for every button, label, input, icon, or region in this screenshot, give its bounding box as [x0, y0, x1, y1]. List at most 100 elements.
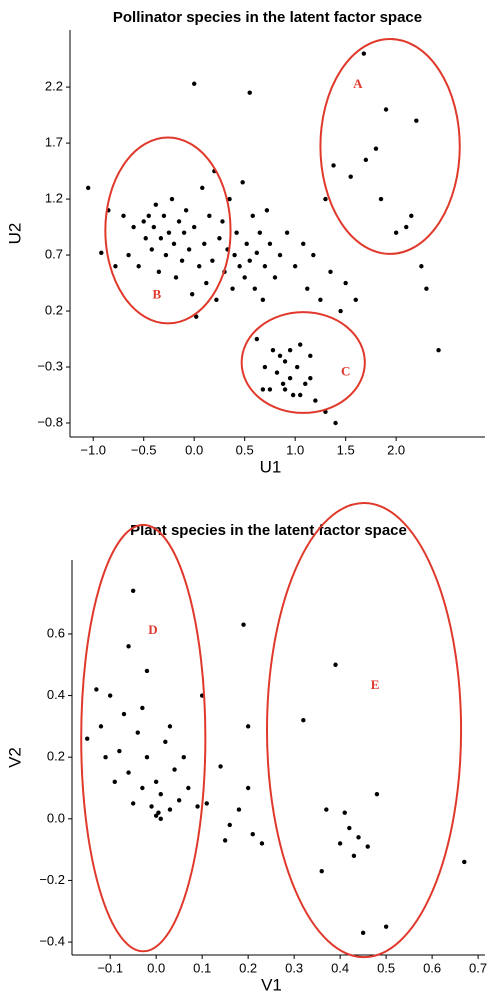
point — [131, 224, 136, 230]
point — [333, 420, 338, 426]
point — [303, 381, 308, 387]
x-tick-label: 0.5 — [377, 960, 395, 975]
point — [126, 644, 131, 649]
point — [348, 174, 353, 179]
point — [274, 370, 280, 375]
point — [158, 791, 163, 797]
point — [176, 219, 182, 224]
x-tick-label: 0.0 — [185, 442, 203, 457]
point — [236, 807, 242, 812]
y-tick-label: 1.7 — [45, 135, 63, 150]
y-tick-label: −0.8 — [37, 414, 63, 429]
point — [98, 724, 104, 729]
point — [318, 297, 323, 303]
point — [343, 280, 348, 286]
point — [337, 841, 343, 846]
point — [227, 196, 232, 202]
point — [146, 213, 151, 219]
point — [214, 297, 219, 303]
point — [227, 822, 232, 828]
point — [99, 250, 104, 256]
point — [117, 748, 122, 754]
y-tick-label: 2.2 — [45, 79, 63, 94]
point — [338, 308, 343, 314]
point — [308, 376, 313, 381]
y-tick-label: 0.4 — [47, 687, 65, 702]
y-tick-label: −0.4 — [39, 933, 65, 948]
point — [250, 832, 255, 837]
point — [186, 785, 191, 791]
point — [121, 213, 126, 219]
point — [163, 739, 168, 744]
point — [301, 241, 306, 247]
point — [313, 398, 318, 403]
point — [103, 754, 108, 760]
point — [308, 353, 313, 359]
point — [347, 825, 352, 831]
point — [163, 252, 169, 258]
cluster-label: B — [153, 286, 162, 301]
point — [181, 230, 187, 235]
point — [143, 236, 148, 241]
point — [217, 236, 222, 241]
point — [210, 258, 215, 263]
point — [333, 662, 338, 667]
point — [149, 247, 154, 252]
point — [144, 754, 150, 760]
point — [383, 924, 389, 929]
point — [284, 230, 290, 235]
point — [140, 785, 145, 791]
point — [351, 853, 357, 858]
point — [287, 348, 293, 353]
point — [342, 810, 347, 815]
point — [141, 219, 146, 224]
point — [383, 107, 389, 112]
point — [218, 764, 223, 769]
point — [85, 185, 91, 191]
point — [254, 336, 260, 342]
point — [176, 798, 182, 803]
point — [267, 387, 273, 392]
point — [353, 297, 358, 303]
point — [360, 930, 366, 936]
point — [267, 241, 273, 247]
point — [232, 252, 237, 258]
x-tick-label: 2.0 — [387, 442, 405, 457]
point — [298, 342, 303, 347]
point — [112, 779, 117, 785]
x-tick-label: 0.6 — [423, 960, 441, 975]
point — [277, 353, 283, 359]
point — [237, 264, 242, 269]
point — [298, 392, 303, 398]
point — [262, 364, 268, 370]
point — [280, 381, 286, 387]
point — [197, 264, 202, 269]
point — [220, 219, 225, 224]
point — [179, 258, 185, 263]
point — [189, 292, 195, 297]
point — [149, 804, 154, 809]
point — [204, 280, 209, 286]
point — [156, 810, 161, 815]
point — [158, 236, 164, 241]
point — [126, 770, 131, 775]
x-tick-label: 1.5 — [337, 442, 355, 457]
point — [167, 724, 173, 729]
cluster-ellipse — [104, 136, 232, 325]
point — [240, 180, 245, 185]
point — [277, 252, 283, 258]
point — [130, 801, 136, 806]
point — [191, 224, 197, 230]
point — [121, 711, 127, 717]
point — [462, 859, 467, 865]
point — [270, 348, 276, 353]
point — [153, 779, 159, 785]
point — [260, 387, 266, 392]
point — [241, 622, 246, 627]
point — [378, 196, 384, 202]
x-axis-title: U1 — [260, 457, 282, 476]
y-axis-title: V2 — [5, 747, 24, 768]
point — [113, 264, 118, 269]
point — [245, 785, 251, 791]
x-tick-label: 0.1 — [193, 960, 211, 975]
